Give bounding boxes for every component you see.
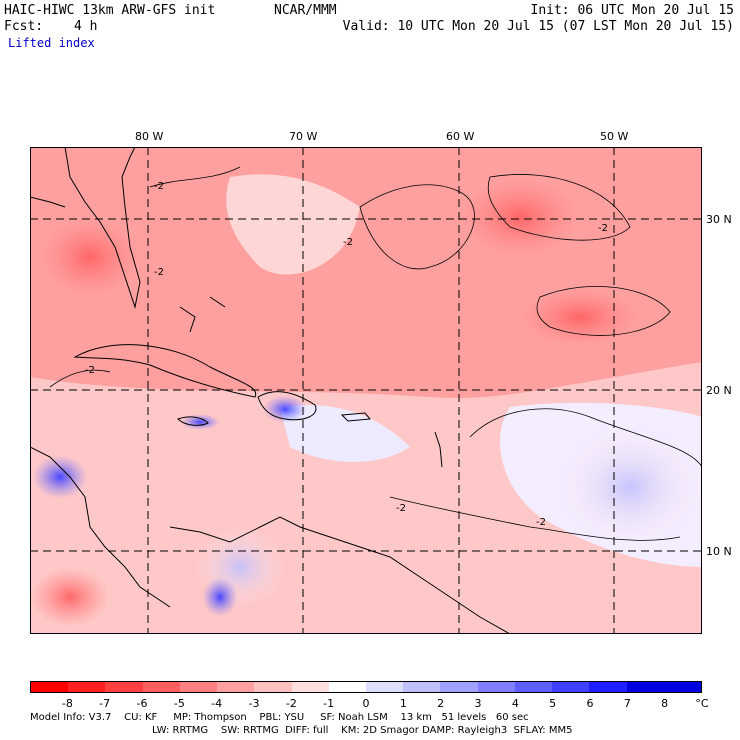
lon-label-80w: 80 W bbox=[135, 130, 164, 143]
colorbar-segment bbox=[291, 682, 329, 692]
colorbar-segment bbox=[365, 682, 404, 692]
jamaica-coast bbox=[177, 416, 209, 426]
contour-label-4: -2 bbox=[598, 223, 608, 234]
colorbar-segment bbox=[328, 682, 366, 692]
colorbar-tick-label: -3 bbox=[248, 697, 260, 710]
cuba-coast bbox=[73, 344, 257, 398]
valid-time: Valid: 10 UTC Mon 20 Jul 15 (07 LST Mon … bbox=[342, 19, 734, 34]
colorbar-segment bbox=[663, 682, 701, 692]
colorbar-tick-label: 1 bbox=[399, 697, 407, 710]
field-blue-core-colombia bbox=[202, 577, 238, 617]
field-blue-core-central-america bbox=[32, 455, 88, 499]
field-warm-core-east bbox=[520, 287, 640, 347]
colorbar-segment bbox=[31, 682, 69, 692]
contour-minus2-f bbox=[389, 496, 681, 541]
contour-minus2-g bbox=[49, 369, 111, 388]
colorbar-tick-label: -2 bbox=[285, 697, 297, 710]
colorbar-segment bbox=[589, 682, 627, 692]
lon-label-50w: 50 W bbox=[600, 130, 629, 143]
coastlines bbox=[30, 147, 511, 634]
contour-label-2: -2 bbox=[154, 267, 164, 278]
contour-label-5: -2 bbox=[85, 365, 95, 376]
colorbar-tick-label: 3 bbox=[474, 697, 482, 710]
colorbar-segment bbox=[68, 682, 106, 692]
colorbar-segment bbox=[105, 682, 143, 692]
colorbar bbox=[30, 681, 702, 693]
lon-label-70w: 70 W bbox=[289, 130, 318, 143]
model-info-line2: LW: RRTMG SW: RRTMG DIFF: full KM: 2D Sm… bbox=[152, 725, 573, 736]
model-info-line1: Model Info: V3.7 CU: KF MP: Thompson PBL… bbox=[30, 712, 529, 723]
colorbar-tick-label: 7 bbox=[623, 697, 631, 710]
colorbar-tick-label: 5 bbox=[549, 697, 557, 710]
field-name: Lifted index bbox=[8, 36, 95, 50]
map-frame bbox=[30, 147, 702, 634]
colorbar-segment bbox=[514, 682, 553, 692]
contour-minus2-c bbox=[487, 174, 631, 241]
contour-label-7: -2 bbox=[536, 517, 546, 528]
model-title: HAIC-HIWC 13km ARW-GFS init bbox=[4, 3, 216, 18]
colorbar-tick-label: 0 bbox=[362, 697, 370, 710]
lesser-antilles bbox=[434, 431, 443, 468]
field-warm-core-north bbox=[460, 177, 580, 257]
field-cool-east bbox=[560, 427, 700, 547]
map-svg: -2 -2 -2 -2 -2 -2 -2 bbox=[30, 147, 702, 634]
contour-minus2-e bbox=[469, 408, 702, 468]
contour-minus2-b bbox=[359, 184, 475, 270]
colorbar-tick-label: 6 bbox=[586, 697, 594, 710]
field-warm-core-florida bbox=[40, 217, 140, 297]
lat-label-10n: 10 N bbox=[706, 545, 732, 558]
field-blue-core-jamaica bbox=[180, 414, 220, 430]
colorbar-segment bbox=[217, 682, 255, 692]
colorbar-tick-label: -6 bbox=[136, 697, 148, 710]
field-zone-north-light bbox=[226, 174, 360, 275]
contour-lines bbox=[49, 166, 702, 541]
central-america-coast bbox=[30, 446, 171, 608]
init-time: Init: 06 UTC Mon 20 Jul 15 bbox=[530, 3, 735, 18]
colorbar-unit: °C bbox=[695, 697, 709, 710]
hispaniola-coast bbox=[257, 391, 317, 421]
colorbar-segment bbox=[626, 682, 664, 692]
colorbar-tick-label: -4 bbox=[211, 697, 223, 710]
colorbar-tick-label: 2 bbox=[437, 697, 445, 710]
org-label: NCAR/MMM bbox=[274, 3, 337, 18]
forecast-hour: 4 h bbox=[74, 19, 98, 34]
contour-minus2-a bbox=[149, 166, 241, 188]
colorbar-segment bbox=[142, 682, 180, 692]
field-warm-core-sw bbox=[30, 567, 110, 627]
contour-label-3: -2 bbox=[343, 237, 353, 248]
colorbar-segment bbox=[477, 682, 515, 692]
colorbar-segment bbox=[552, 682, 590, 692]
puerto-rico-coast bbox=[340, 412, 371, 422]
grid-lines bbox=[30, 147, 702, 634]
lat-label-20n: 20 N bbox=[706, 384, 732, 397]
colorbar-segment bbox=[440, 682, 478, 692]
colorbar-tick-label: -1 bbox=[323, 697, 335, 710]
colorbar-segment bbox=[254, 682, 292, 692]
contour-minus2-d bbox=[536, 285, 671, 336]
forecast-label: Fcst: bbox=[4, 19, 44, 34]
lon-label-60w: 60 W bbox=[446, 130, 475, 143]
contour-label-6: -2 bbox=[396, 503, 406, 514]
contour-label-1: -2 bbox=[154, 181, 164, 192]
lifted-index-map: -2 -2 -2 -2 -2 -2 -2 bbox=[30, 147, 702, 634]
colorbar-tick-label: 8 bbox=[661, 697, 669, 710]
lat-label-30n: 30 N bbox=[706, 213, 732, 226]
colorbar-tick-label: 4 bbox=[511, 697, 519, 710]
colorbar-tick-label: -7 bbox=[99, 697, 111, 710]
colorbar-segment bbox=[179, 682, 218, 692]
colorbar-tick-label: -5 bbox=[173, 697, 185, 710]
field-zone-central-light bbox=[280, 405, 410, 462]
florida-coast bbox=[64, 147, 141, 309]
gulf-coast bbox=[30, 196, 66, 208]
south-america-north-coast bbox=[169, 516, 511, 634]
bahamas-coast bbox=[179, 296, 226, 333]
colorbar-tick-label: -8 bbox=[61, 697, 73, 710]
colorbar-segment bbox=[403, 682, 441, 692]
